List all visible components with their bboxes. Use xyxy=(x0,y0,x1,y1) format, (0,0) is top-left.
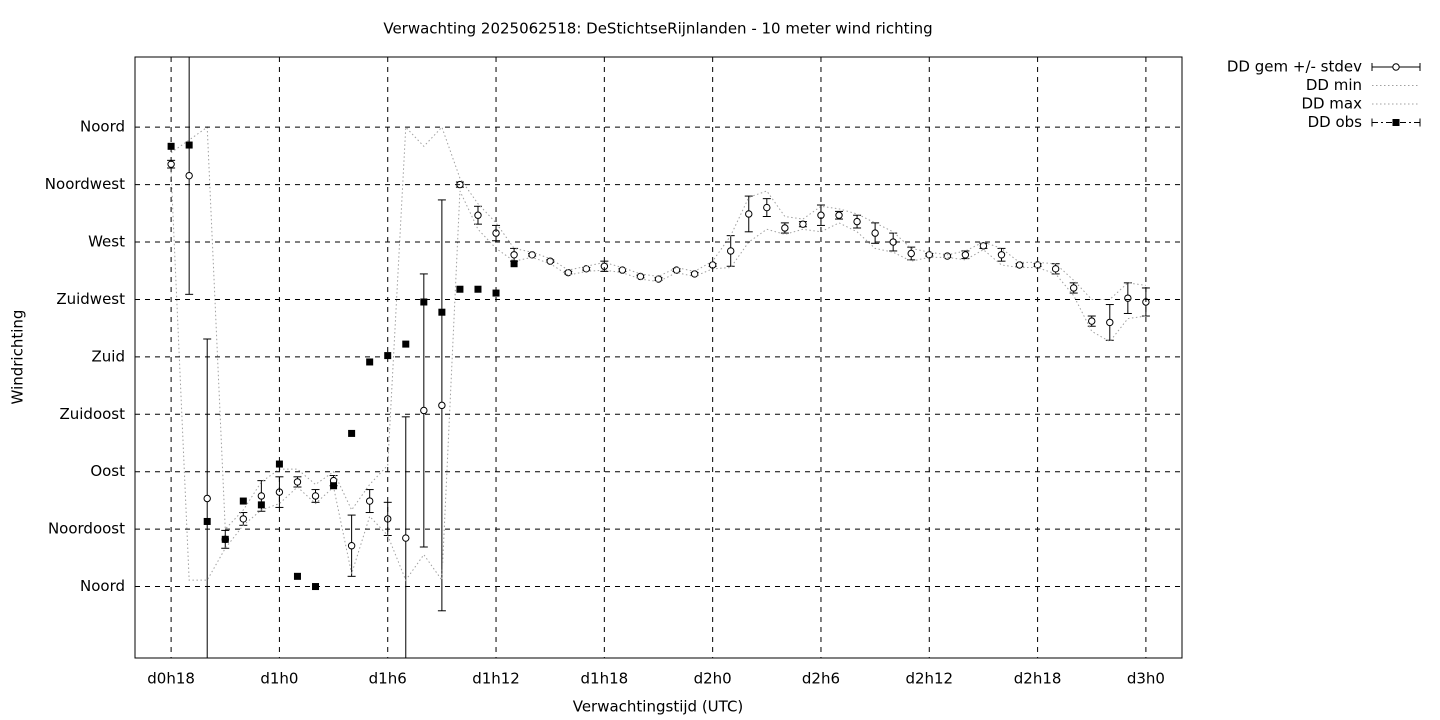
mean-point xyxy=(1051,265,1060,273)
obs-point xyxy=(275,460,283,468)
obs-point xyxy=(402,340,410,348)
legend-marker xyxy=(1392,119,1400,126)
y-tick-label: Noordwest xyxy=(45,175,125,193)
mean-point xyxy=(1069,284,1078,292)
x-tick-label: d1h18 xyxy=(581,670,629,688)
x-tick-label: d1h6 xyxy=(369,670,407,688)
mean-point xyxy=(853,217,861,226)
obs-point xyxy=(474,285,482,293)
y-tick-label: Zuidoost xyxy=(59,405,125,423)
x-tick-label: d2h12 xyxy=(905,670,953,688)
mean-point xyxy=(311,492,320,500)
mean-point xyxy=(961,251,970,259)
mean-point xyxy=(727,247,735,255)
mean-point xyxy=(618,266,627,274)
mean-point xyxy=(474,211,482,219)
mean-point xyxy=(438,401,446,410)
mean-point xyxy=(420,406,428,415)
obs-point xyxy=(293,572,301,580)
y-tick-label: West xyxy=(88,233,125,251)
mean-point xyxy=(745,210,753,218)
mean-point xyxy=(365,497,374,505)
obs-point xyxy=(203,517,211,525)
mean-point xyxy=(943,252,952,260)
obs-point xyxy=(185,141,193,149)
y-tick-label: Zuidwest xyxy=(56,290,125,308)
mean-point xyxy=(1015,261,1024,269)
mean-point xyxy=(257,492,266,500)
legend-label: DD max xyxy=(1301,95,1362,113)
mean-point xyxy=(347,542,356,550)
mean-point xyxy=(690,270,699,278)
mean-point xyxy=(510,251,518,259)
mean-point xyxy=(997,251,1006,259)
legend-marker xyxy=(1392,63,1400,71)
obs-point xyxy=(348,429,356,437)
mean-point xyxy=(546,257,554,265)
obs-point xyxy=(221,535,229,543)
x-tick-label: d0h18 xyxy=(147,670,195,688)
mean-point xyxy=(979,242,988,250)
mean-point xyxy=(203,494,211,503)
mean-point xyxy=(528,251,536,259)
x-tick-label: d2h0 xyxy=(694,670,732,688)
x-axis-label: Verwachtingstijd (UTC) xyxy=(573,698,744,716)
line-series xyxy=(170,125,1146,531)
obs-point xyxy=(420,298,428,306)
mean-point xyxy=(185,171,193,180)
obs-point xyxy=(257,501,265,509)
y-tick-label: Noord xyxy=(80,577,125,595)
y-axis-label: Windrichting xyxy=(9,310,27,405)
plot-area xyxy=(167,57,1150,658)
mean-point xyxy=(1106,318,1114,327)
mean-point xyxy=(781,224,789,232)
y-tick-label: Noordoost xyxy=(48,520,125,538)
legend-label: DD min xyxy=(1306,76,1362,94)
mean-point xyxy=(636,272,645,281)
mean-point xyxy=(871,229,879,237)
mean-point xyxy=(799,220,807,228)
x-tick-label: d3h0 xyxy=(1127,670,1165,688)
plot-frame xyxy=(134,56,1183,659)
chart-title: Verwachting 2025062518: DeStichtseRijnla… xyxy=(383,20,932,38)
legend-label: DD obs xyxy=(1308,113,1363,131)
obs-point xyxy=(384,352,392,360)
obs-point xyxy=(167,142,175,150)
mean-point xyxy=(907,249,915,258)
mean-point xyxy=(763,203,771,212)
mean-point xyxy=(1088,317,1096,325)
obs-point xyxy=(239,497,247,505)
obs-point xyxy=(510,260,518,268)
mean-point xyxy=(402,534,410,542)
line-series xyxy=(170,171,1146,582)
x-tick-label: d2h18 xyxy=(1014,670,1062,688)
obs-point xyxy=(366,358,374,366)
y-tick-label: Oost xyxy=(90,462,125,480)
y-tick-label: Zuid xyxy=(92,347,125,365)
mean-point xyxy=(835,211,843,219)
mean-point xyxy=(1124,294,1132,302)
obs-point xyxy=(492,289,500,297)
y-tick-label: Noord xyxy=(80,118,125,136)
mean-point xyxy=(582,265,590,273)
obs-point xyxy=(438,308,446,316)
obs-point xyxy=(456,285,464,293)
obs-point xyxy=(330,482,338,490)
x-tick-label: d2h6 xyxy=(802,670,840,688)
mean-point xyxy=(293,478,302,486)
legend-label: DD gem +/- stdev xyxy=(1227,58,1362,76)
x-tick-label: d1h0 xyxy=(260,670,298,688)
mean-point xyxy=(239,515,248,523)
x-tick-label: d1h12 xyxy=(472,670,520,688)
